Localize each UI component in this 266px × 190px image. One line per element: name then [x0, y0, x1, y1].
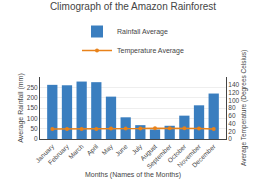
svg-text:June: June	[114, 142, 129, 157]
svg-text:250: 250	[27, 84, 38, 91]
svg-text:80: 80	[228, 104, 236, 111]
svg-text:February: February	[47, 142, 72, 167]
svg-text:Climograph of the Amazon Rainf: Climograph of the Amazon Rainforest	[50, 1, 216, 12]
svg-text:0: 0	[228, 135, 232, 142]
svg-text:60: 60	[228, 112, 236, 119]
svg-text:40: 40	[228, 120, 236, 127]
svg-text:July: July	[130, 142, 144, 156]
svg-text:140: 140	[228, 81, 239, 88]
svg-text:100: 100	[27, 115, 38, 122]
svg-text:January: January	[34, 142, 57, 165]
svg-text:November: November	[176, 142, 203, 169]
svg-text:Temperature Average: Temperature Average	[117, 47, 184, 55]
svg-text:0: 0	[34, 135, 38, 142]
svg-text:200: 200	[27, 94, 38, 101]
svg-text:April: April	[85, 142, 100, 157]
svg-text:Months (Names of the Months): Months (Names of the Months)	[85, 171, 181, 179]
svg-text:Average Rainfall (mm): Average Rainfall (mm)	[17, 73, 25, 143]
svg-text:100: 100	[228, 97, 239, 104]
svg-text:December: December	[191, 142, 218, 169]
svg-text:September: September	[145, 142, 174, 171]
svg-text:Average Temperature (Degrees C: Average Temperature (Degrees Celsius)	[240, 50, 248, 166]
svg-text:150: 150	[27, 104, 38, 111]
svg-text:120: 120	[228, 89, 239, 96]
svg-text:October: October	[166, 142, 188, 164]
svg-text:Rainfall Average: Rainfall Average	[117, 28, 168, 36]
svg-text:50: 50	[30, 125, 38, 132]
svg-text:20: 20	[228, 128, 236, 135]
svg-text:March: March	[67, 142, 85, 160]
svg-text:August: August	[139, 142, 159, 162]
svg-text:May: May	[100, 142, 115, 157]
